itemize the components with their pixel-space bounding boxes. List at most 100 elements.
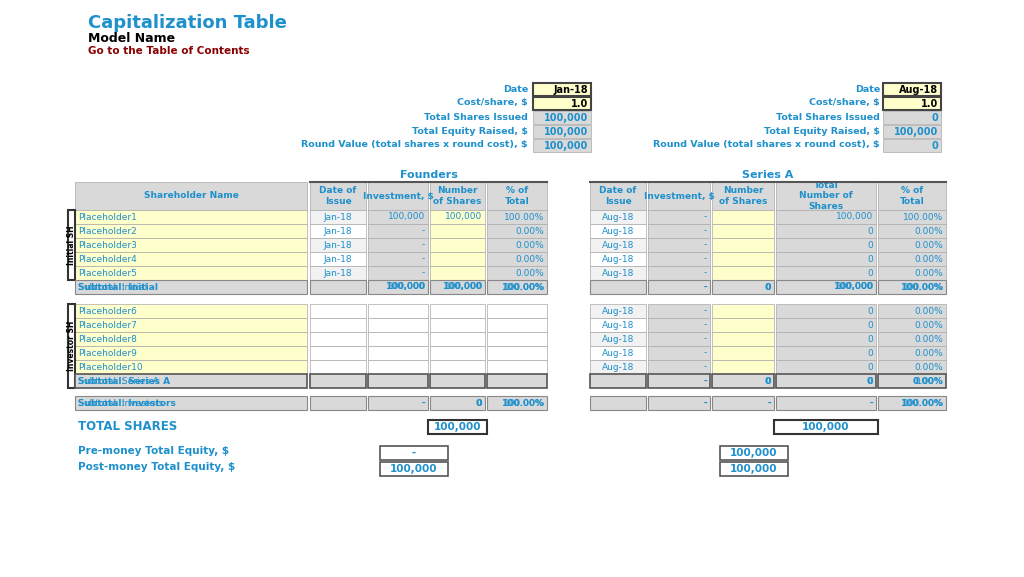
Bar (590, 280, 646, 294)
Text: Model Name: Model Name (88, 32, 175, 45)
Text: 100,000: 100,000 (833, 283, 873, 291)
Text: % of
Total: % of Total (900, 186, 925, 205)
Text: -: - (869, 399, 873, 407)
Bar (648, 396, 710, 410)
Text: -: - (422, 241, 425, 249)
Text: 0.00%: 0.00% (914, 377, 943, 385)
Text: 0: 0 (765, 377, 771, 385)
Text: -: - (422, 268, 425, 278)
Text: Total Shares Issued: Total Shares Issued (424, 113, 528, 122)
Bar (878, 304, 946, 318)
Bar (590, 182, 646, 210)
Bar (712, 374, 774, 388)
Bar (776, 332, 876, 346)
Bar (310, 210, 366, 224)
Text: Placeholder8: Placeholder8 (78, 335, 137, 343)
Text: Post-money Total Equity, $: Post-money Total Equity, $ (78, 462, 236, 472)
Text: -: - (703, 306, 707, 316)
Text: 100,000: 100,000 (730, 448, 778, 458)
Text: Round Value (total shares x round cost), $: Round Value (total shares x round cost),… (653, 141, 880, 149)
Text: 100.00%: 100.00% (504, 212, 544, 222)
Bar (776, 238, 876, 252)
Text: 0: 0 (931, 141, 938, 151)
Bar (712, 238, 774, 252)
Bar (487, 266, 547, 280)
Text: -: - (767, 399, 771, 407)
Bar (75, 332, 307, 346)
Text: -: - (703, 254, 707, 264)
Bar (712, 210, 774, 224)
Bar (487, 360, 547, 374)
Text: Jan-18: Jan-18 (324, 254, 352, 264)
Text: 0.00%: 0.00% (515, 227, 544, 235)
Text: % of
Total: % of Total (505, 186, 529, 205)
Text: -: - (703, 283, 707, 291)
Bar (712, 304, 774, 318)
Text: 0.00%: 0.00% (912, 377, 943, 385)
Text: Placeholder5: Placeholder5 (78, 268, 137, 278)
Text: Placeholder4: Placeholder4 (78, 254, 137, 264)
Bar (776, 224, 876, 238)
Text: 0.00%: 0.00% (914, 268, 943, 278)
Text: 100,000: 100,000 (894, 127, 938, 137)
Bar (310, 238, 366, 252)
Text: 100,000: 100,000 (390, 464, 437, 474)
Bar (648, 374, 710, 388)
Text: 0.00%: 0.00% (914, 254, 943, 264)
Text: Investment, $: Investment, $ (362, 192, 433, 200)
Text: 0: 0 (867, 335, 873, 343)
Bar (590, 332, 646, 346)
Text: Placeholder3: Placeholder3 (78, 241, 137, 249)
Text: Jan-18: Jan-18 (324, 227, 352, 235)
Bar (648, 346, 710, 360)
Text: 100,000: 100,000 (444, 212, 482, 222)
Bar (68, 304, 75, 388)
Bar (776, 280, 876, 294)
Text: Founders: Founders (399, 170, 458, 180)
Text: -: - (422, 254, 425, 264)
Text: 100,000: 100,000 (544, 127, 588, 137)
Text: Placeholder6: Placeholder6 (78, 306, 137, 316)
Text: -: - (703, 335, 707, 343)
Text: 0.00%: 0.00% (914, 241, 943, 249)
Text: -: - (422, 227, 425, 235)
Text: 100,000: 100,000 (730, 464, 778, 474)
Bar (75, 210, 307, 224)
Text: Subtotal: Investors: Subtotal: Investors (78, 399, 164, 407)
Text: Placeholder9: Placeholder9 (78, 349, 137, 358)
Text: Series A: Series A (742, 170, 794, 180)
Bar (776, 266, 876, 280)
Text: -: - (703, 227, 707, 235)
Text: 0.00%: 0.00% (515, 254, 544, 264)
Text: 0: 0 (867, 349, 873, 358)
Bar (878, 210, 946, 224)
Text: Aug-18: Aug-18 (602, 335, 634, 343)
Bar (720, 462, 788, 476)
Bar (487, 210, 547, 224)
Text: 0: 0 (765, 283, 771, 291)
Bar (487, 396, 547, 410)
Bar (590, 224, 646, 238)
Bar (430, 280, 485, 294)
Text: 0: 0 (476, 399, 482, 407)
Text: Placeholder2: Placeholder2 (78, 227, 137, 235)
Bar (430, 210, 485, 224)
Bar (883, 111, 941, 124)
Text: -: - (703, 399, 707, 407)
Text: Date: Date (503, 84, 528, 93)
Text: 0: 0 (867, 320, 873, 329)
Bar (776, 318, 876, 332)
Bar (430, 360, 485, 374)
Bar (720, 446, 788, 460)
Bar (712, 318, 774, 332)
Text: 0: 0 (867, 377, 873, 385)
Bar (878, 360, 946, 374)
Bar (430, 304, 485, 318)
Bar (712, 396, 774, 410)
Text: 0.00%: 0.00% (515, 268, 544, 278)
Text: 0: 0 (931, 113, 938, 123)
Text: -: - (703, 377, 707, 385)
Text: Total Shares Issued: Total Shares Issued (776, 113, 880, 122)
Bar (310, 332, 366, 346)
Bar (487, 252, 547, 266)
